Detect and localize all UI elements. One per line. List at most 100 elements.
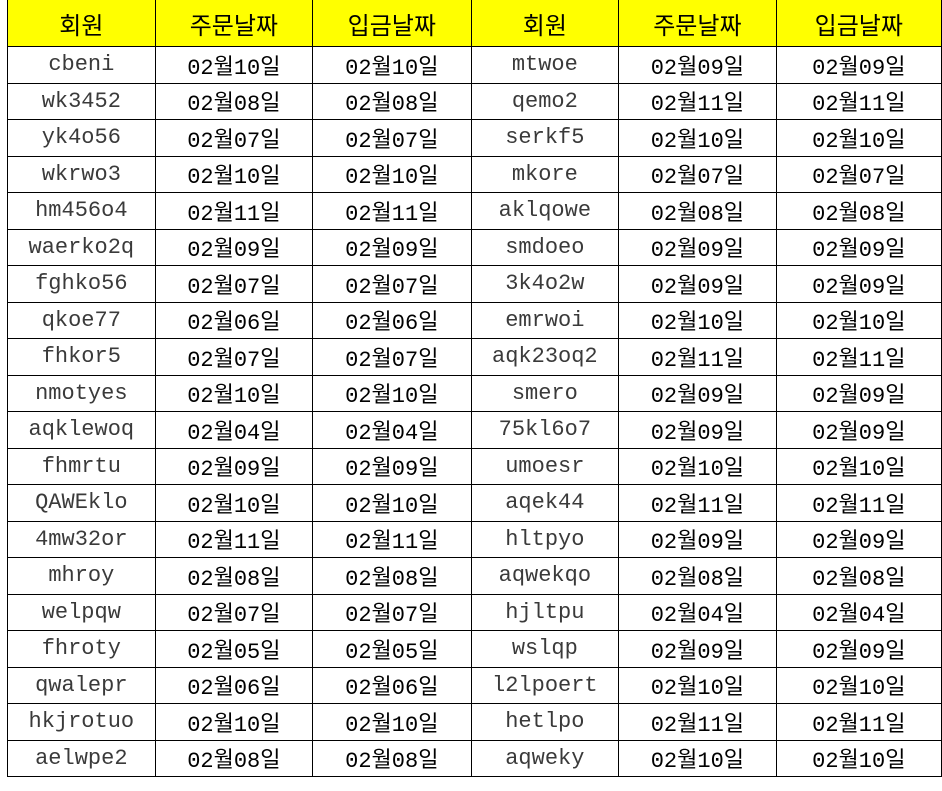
deposit-date-cell[interactable]: 02월07일 [312, 119, 472, 157]
order-date-cell[interactable]: 02월08일 [618, 192, 777, 230]
order-date-cell[interactable]: 02월11일 [618, 82, 777, 120]
header-member-2[interactable]: 회원 [470, 0, 620, 47]
member-cell[interactable]: fhmrtu [7, 447, 156, 485]
member-cell[interactable]: wkrwo3 [7, 155, 156, 193]
deposit-date-cell[interactable]: 02월04일 [775, 593, 942, 631]
order-date-cell[interactable]: 02월07일 [154, 593, 314, 631]
order-date-cell[interactable]: 02월06일 [154, 301, 314, 339]
deposit-date-cell[interactable]: 02월05일 [312, 630, 472, 668]
member-cell[interactable]: 4mw32or [7, 520, 156, 558]
member-cell[interactable]: aklqowe [470, 192, 620, 230]
member-cell[interactable]: QAWEklo [7, 484, 156, 522]
header-order-date-2[interactable]: 주문날짜 [618, 0, 777, 47]
header-deposit-date-2[interactable]: 입금날짜 [775, 0, 942, 47]
order-date-cell[interactable]: 02월06일 [154, 666, 314, 704]
order-date-cell[interactable]: 02월09일 [618, 520, 777, 558]
member-cell[interactable]: hetlpo [470, 703, 620, 741]
order-date-cell[interactable]: 02월11일 [618, 703, 777, 741]
order-date-cell[interactable]: 02월05일 [154, 630, 314, 668]
order-date-cell[interactable]: 02월10일 [154, 155, 314, 193]
member-cell[interactable]: fghko56 [7, 265, 156, 303]
member-cell[interactable]: 3k4o2w [470, 265, 620, 303]
member-cell[interactable]: cbeni [7, 46, 156, 84]
member-cell[interactable]: qwalepr [7, 666, 156, 704]
order-date-cell[interactable]: 02월08일 [154, 557, 314, 595]
deposit-date-cell[interactable]: 02월10일 [312, 46, 472, 84]
deposit-date-cell[interactable]: 02월06일 [312, 301, 472, 339]
deposit-date-cell[interactable]: 02월09일 [775, 411, 942, 449]
order-date-cell[interactable]: 02월09일 [618, 265, 777, 303]
member-cell[interactable]: aqk23oq2 [470, 338, 620, 376]
order-date-cell[interactable]: 02월09일 [154, 228, 314, 266]
header-order-date-1[interactable]: 주문날짜 [154, 0, 314, 47]
member-cell[interactable]: yk4o56 [7, 119, 156, 157]
member-cell[interactable]: smdoeo [470, 228, 620, 266]
deposit-date-cell[interactable]: 02월09일 [312, 447, 472, 485]
deposit-date-cell[interactable]: 02월09일 [775, 374, 942, 412]
deposit-date-cell[interactable]: 02월09일 [775, 46, 942, 84]
order-date-cell[interactable]: 02월10일 [154, 703, 314, 741]
member-cell[interactable]: mtwoe [470, 46, 620, 84]
deposit-date-cell[interactable]: 02월08일 [312, 82, 472, 120]
member-cell[interactable]: fhroty [7, 630, 156, 668]
order-date-cell[interactable]: 02월08일 [154, 82, 314, 120]
order-date-cell[interactable]: 02월07일 [154, 265, 314, 303]
deposit-date-cell[interactable]: 02월09일 [312, 228, 472, 266]
order-date-cell[interactable]: 02월10일 [618, 666, 777, 704]
member-cell[interactable]: mhroy [7, 557, 156, 595]
member-cell[interactable]: hkjrotuo [7, 703, 156, 741]
deposit-date-cell[interactable]: 02월11일 [775, 484, 942, 522]
deposit-date-cell[interactable]: 02월11일 [775, 338, 942, 376]
member-cell[interactable]: waerko2q [7, 228, 156, 266]
member-cell[interactable]: aqwekqo [470, 557, 620, 595]
member-cell[interactable]: l2lpoert [470, 666, 620, 704]
header-deposit-date-1[interactable]: 입금날짜 [312, 0, 472, 47]
deposit-date-cell[interactable]: 02월09일 [775, 630, 942, 668]
order-date-cell[interactable]: 02월10일 [618, 739, 777, 777]
order-date-cell[interactable]: 02월11일 [154, 520, 314, 558]
deposit-date-cell[interactable]: 02월04일 [312, 411, 472, 449]
member-cell[interactable]: aqklewoq [7, 411, 156, 449]
order-date-cell[interactable]: 02월10일 [618, 301, 777, 339]
deposit-date-cell[interactable]: 02월10일 [775, 447, 942, 485]
order-date-cell[interactable]: 02월07일 [154, 338, 314, 376]
deposit-date-cell[interactable]: 02월09일 [775, 520, 942, 558]
order-date-cell[interactable]: 02월09일 [618, 630, 777, 668]
deposit-date-cell[interactable]: 02월10일 [312, 484, 472, 522]
deposit-date-cell[interactable]: 02월10일 [312, 374, 472, 412]
deposit-date-cell[interactable]: 02월11일 [775, 82, 942, 120]
deposit-date-cell[interactable]: 02월07일 [775, 155, 942, 193]
deposit-date-cell[interactable]: 02월10일 [312, 155, 472, 193]
order-date-cell[interactable]: 02월11일 [618, 484, 777, 522]
deposit-date-cell[interactable]: 02월07일 [312, 265, 472, 303]
deposit-date-cell[interactable]: 02월08일 [312, 739, 472, 777]
header-member-1[interactable]: 회원 [7, 0, 156, 47]
order-date-cell[interactable]: 02월10일 [154, 374, 314, 412]
member-cell[interactable]: welpqw [7, 593, 156, 631]
member-cell[interactable]: 75kl6o7 [470, 411, 620, 449]
order-date-cell[interactable]: 02월08일 [154, 739, 314, 777]
order-date-cell[interactable]: 02월10일 [154, 484, 314, 522]
order-date-cell[interactable]: 02월10일 [618, 447, 777, 485]
member-cell[interactable]: nmotyes [7, 374, 156, 412]
deposit-date-cell[interactable]: 02월10일 [775, 739, 942, 777]
order-date-cell[interactable]: 02월09일 [154, 447, 314, 485]
order-date-cell[interactable]: 02월04일 [154, 411, 314, 449]
deposit-date-cell[interactable]: 02월11일 [775, 703, 942, 741]
deposit-date-cell[interactable]: 02월08일 [775, 192, 942, 230]
deposit-date-cell[interactable]: 02월11일 [312, 520, 472, 558]
member-cell[interactable]: hjltpu [470, 593, 620, 631]
deposit-date-cell[interactable]: 02월10일 [775, 301, 942, 339]
deposit-date-cell[interactable]: 02월08일 [775, 557, 942, 595]
order-date-cell[interactable]: 02월07일 [154, 119, 314, 157]
member-cell[interactable]: wk3452 [7, 82, 156, 120]
deposit-date-cell[interactable]: 02월10일 [312, 703, 472, 741]
order-date-cell[interactable]: 02월09일 [618, 374, 777, 412]
member-cell[interactable]: wslqp [470, 630, 620, 668]
member-cell[interactable]: umoesr [470, 447, 620, 485]
member-cell[interactable]: serkf5 [470, 119, 620, 157]
deposit-date-cell[interactable]: 02월11일 [312, 192, 472, 230]
order-date-cell[interactable]: 02월08일 [618, 557, 777, 595]
member-cell[interactable]: hltpyo [470, 520, 620, 558]
deposit-date-cell[interactable]: 02월08일 [312, 557, 472, 595]
